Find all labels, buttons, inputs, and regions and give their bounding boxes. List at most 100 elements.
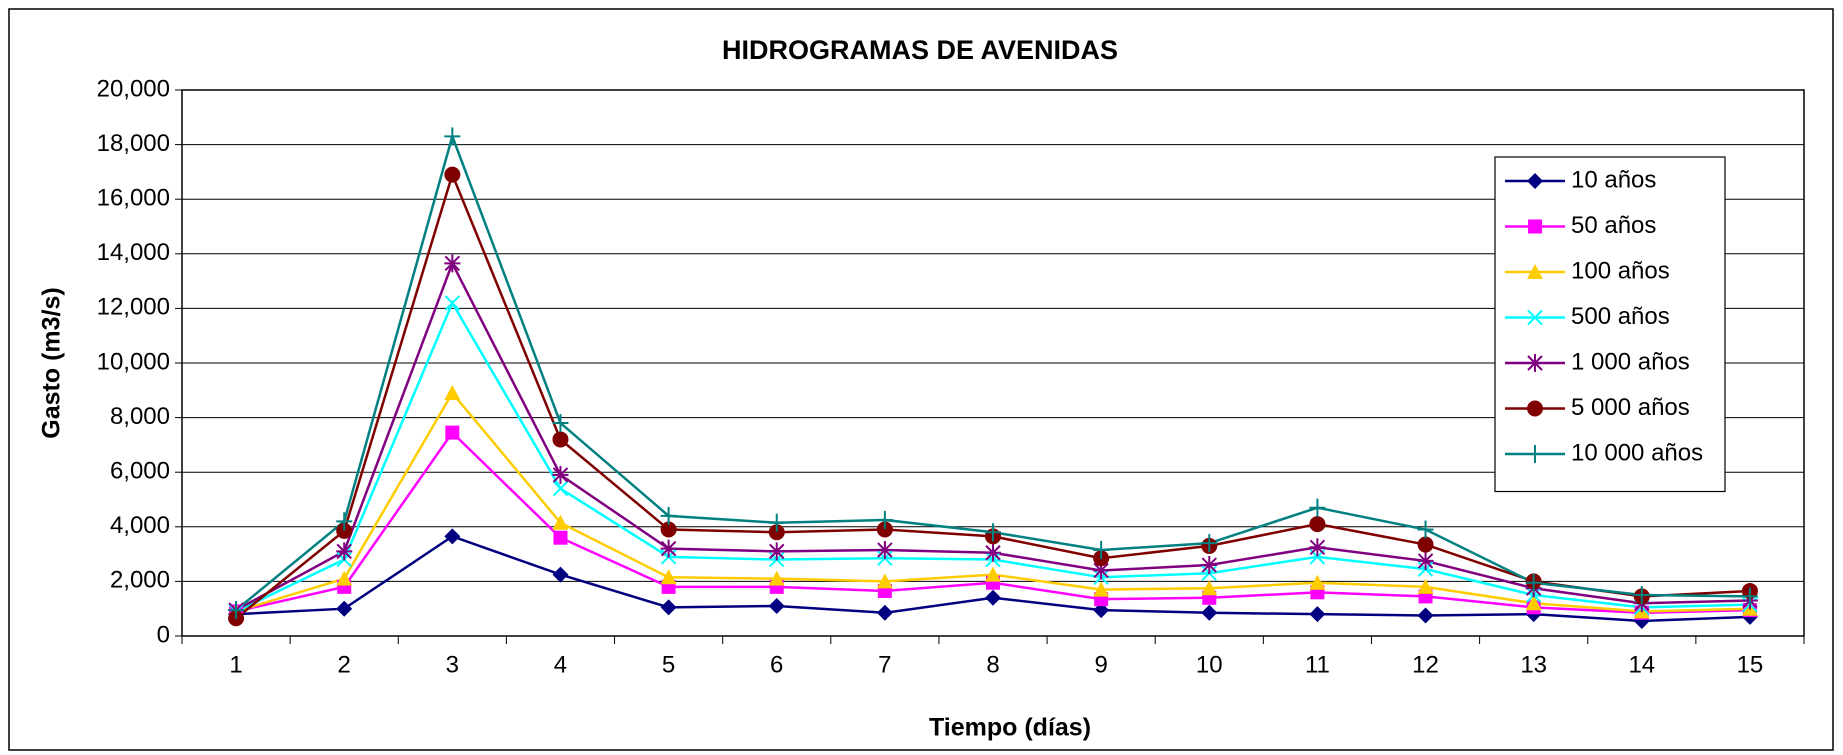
marker xyxy=(1417,536,1434,553)
x-tick-label: 8 xyxy=(986,651,999,678)
marker-part xyxy=(1527,309,1543,326)
y-axis-label: Gasto (m3/s) xyxy=(38,287,66,438)
y-tick-label: 16,000 xyxy=(97,185,170,212)
marker xyxy=(985,566,1001,582)
marker xyxy=(552,431,569,448)
marker xyxy=(1309,538,1326,557)
marker-part xyxy=(1525,595,1542,611)
marker xyxy=(552,480,569,497)
legend-label: 500 años xyxy=(1571,303,1670,330)
marker xyxy=(876,541,893,560)
marker-part xyxy=(1309,574,1326,590)
x-tick-label: 13 xyxy=(1520,651,1547,678)
chart-title: HIDROGRAMAS DE AVENIDAS xyxy=(722,35,1118,65)
x-tick-label: 5 xyxy=(662,651,675,678)
marker-part xyxy=(1528,219,1542,234)
marker xyxy=(1309,606,1326,623)
y-tick-label: 6,000 xyxy=(110,458,170,485)
legend-label: 100 años xyxy=(1571,257,1670,284)
marker xyxy=(876,521,893,538)
marker xyxy=(444,385,461,401)
marker xyxy=(1093,541,1110,560)
y-tick-label: 20,000 xyxy=(97,75,170,102)
marker-part xyxy=(1309,516,1326,533)
marker xyxy=(1527,264,1543,279)
marker xyxy=(553,530,568,545)
marker xyxy=(336,512,353,531)
marker xyxy=(876,604,893,621)
marker xyxy=(336,570,353,586)
y-tick-label: 18,000 xyxy=(97,130,170,157)
legend-label: 50 años xyxy=(1571,212,1656,239)
marker-part xyxy=(552,431,569,448)
x-tick-label: 7 xyxy=(878,651,891,678)
marker-part xyxy=(553,530,568,545)
x-tick-label: 15 xyxy=(1737,651,1764,678)
marker-part xyxy=(1417,578,1434,594)
x-tick-label: 10 xyxy=(1196,651,1223,678)
marker-part xyxy=(876,521,893,538)
marker xyxy=(985,523,1001,542)
marker xyxy=(1527,400,1543,417)
y-tick-label: 0 xyxy=(157,621,170,648)
marker xyxy=(444,166,461,183)
marker-part xyxy=(1201,580,1218,596)
marker xyxy=(336,600,353,617)
marker-part xyxy=(768,597,785,614)
marker xyxy=(552,514,569,530)
marker xyxy=(1527,445,1543,463)
marker xyxy=(876,573,893,589)
marker-part xyxy=(336,570,353,586)
marker-part xyxy=(985,566,1001,582)
y-tick-label: 2,000 xyxy=(110,567,170,594)
legend-label: 10 años xyxy=(1571,166,1656,193)
x-tick-label: 11 xyxy=(1305,651,1330,678)
marker xyxy=(768,597,785,614)
y-tick-label: 4,000 xyxy=(110,512,170,539)
x-tick-label: 2 xyxy=(338,651,351,678)
marker-part xyxy=(660,521,677,538)
marker xyxy=(552,566,569,583)
marker xyxy=(1527,309,1543,326)
marker xyxy=(1309,498,1326,517)
marker xyxy=(876,510,893,529)
x-tick-label: 9 xyxy=(1094,651,1107,678)
marker xyxy=(444,127,461,146)
marker xyxy=(985,589,1001,606)
marker xyxy=(1525,595,1542,611)
x-tick-label: 14 xyxy=(1628,651,1655,678)
legend-label: 5 000 años xyxy=(1571,394,1690,421)
marker xyxy=(1527,354,1543,372)
y-tick-label: 10,000 xyxy=(97,348,170,375)
marker-part xyxy=(444,385,461,401)
marker xyxy=(1527,173,1543,189)
marker xyxy=(444,528,461,545)
marker-part xyxy=(444,166,461,183)
marker xyxy=(1201,556,1218,575)
marker xyxy=(660,521,677,538)
marker-part xyxy=(1527,173,1543,189)
marker-part xyxy=(768,524,785,541)
marker xyxy=(985,543,1001,562)
marker xyxy=(1417,607,1434,624)
marker xyxy=(552,465,569,484)
marker xyxy=(1525,573,1542,592)
marker-part xyxy=(768,570,785,586)
x-tick-label: 12 xyxy=(1412,651,1439,678)
marker-part xyxy=(552,480,569,497)
marker xyxy=(552,414,569,433)
marker xyxy=(1309,574,1326,590)
marker xyxy=(1201,534,1218,553)
y-tick-label: 8,000 xyxy=(110,403,170,430)
x-tick-label: 6 xyxy=(770,651,783,678)
legend-box xyxy=(1494,156,1726,493)
marker xyxy=(660,599,677,616)
marker-part xyxy=(660,599,677,616)
marker xyxy=(444,254,461,273)
marker xyxy=(660,506,677,525)
marker-part xyxy=(1093,581,1110,597)
marker xyxy=(1201,604,1218,621)
marker xyxy=(1417,551,1434,570)
marker xyxy=(1528,219,1542,234)
